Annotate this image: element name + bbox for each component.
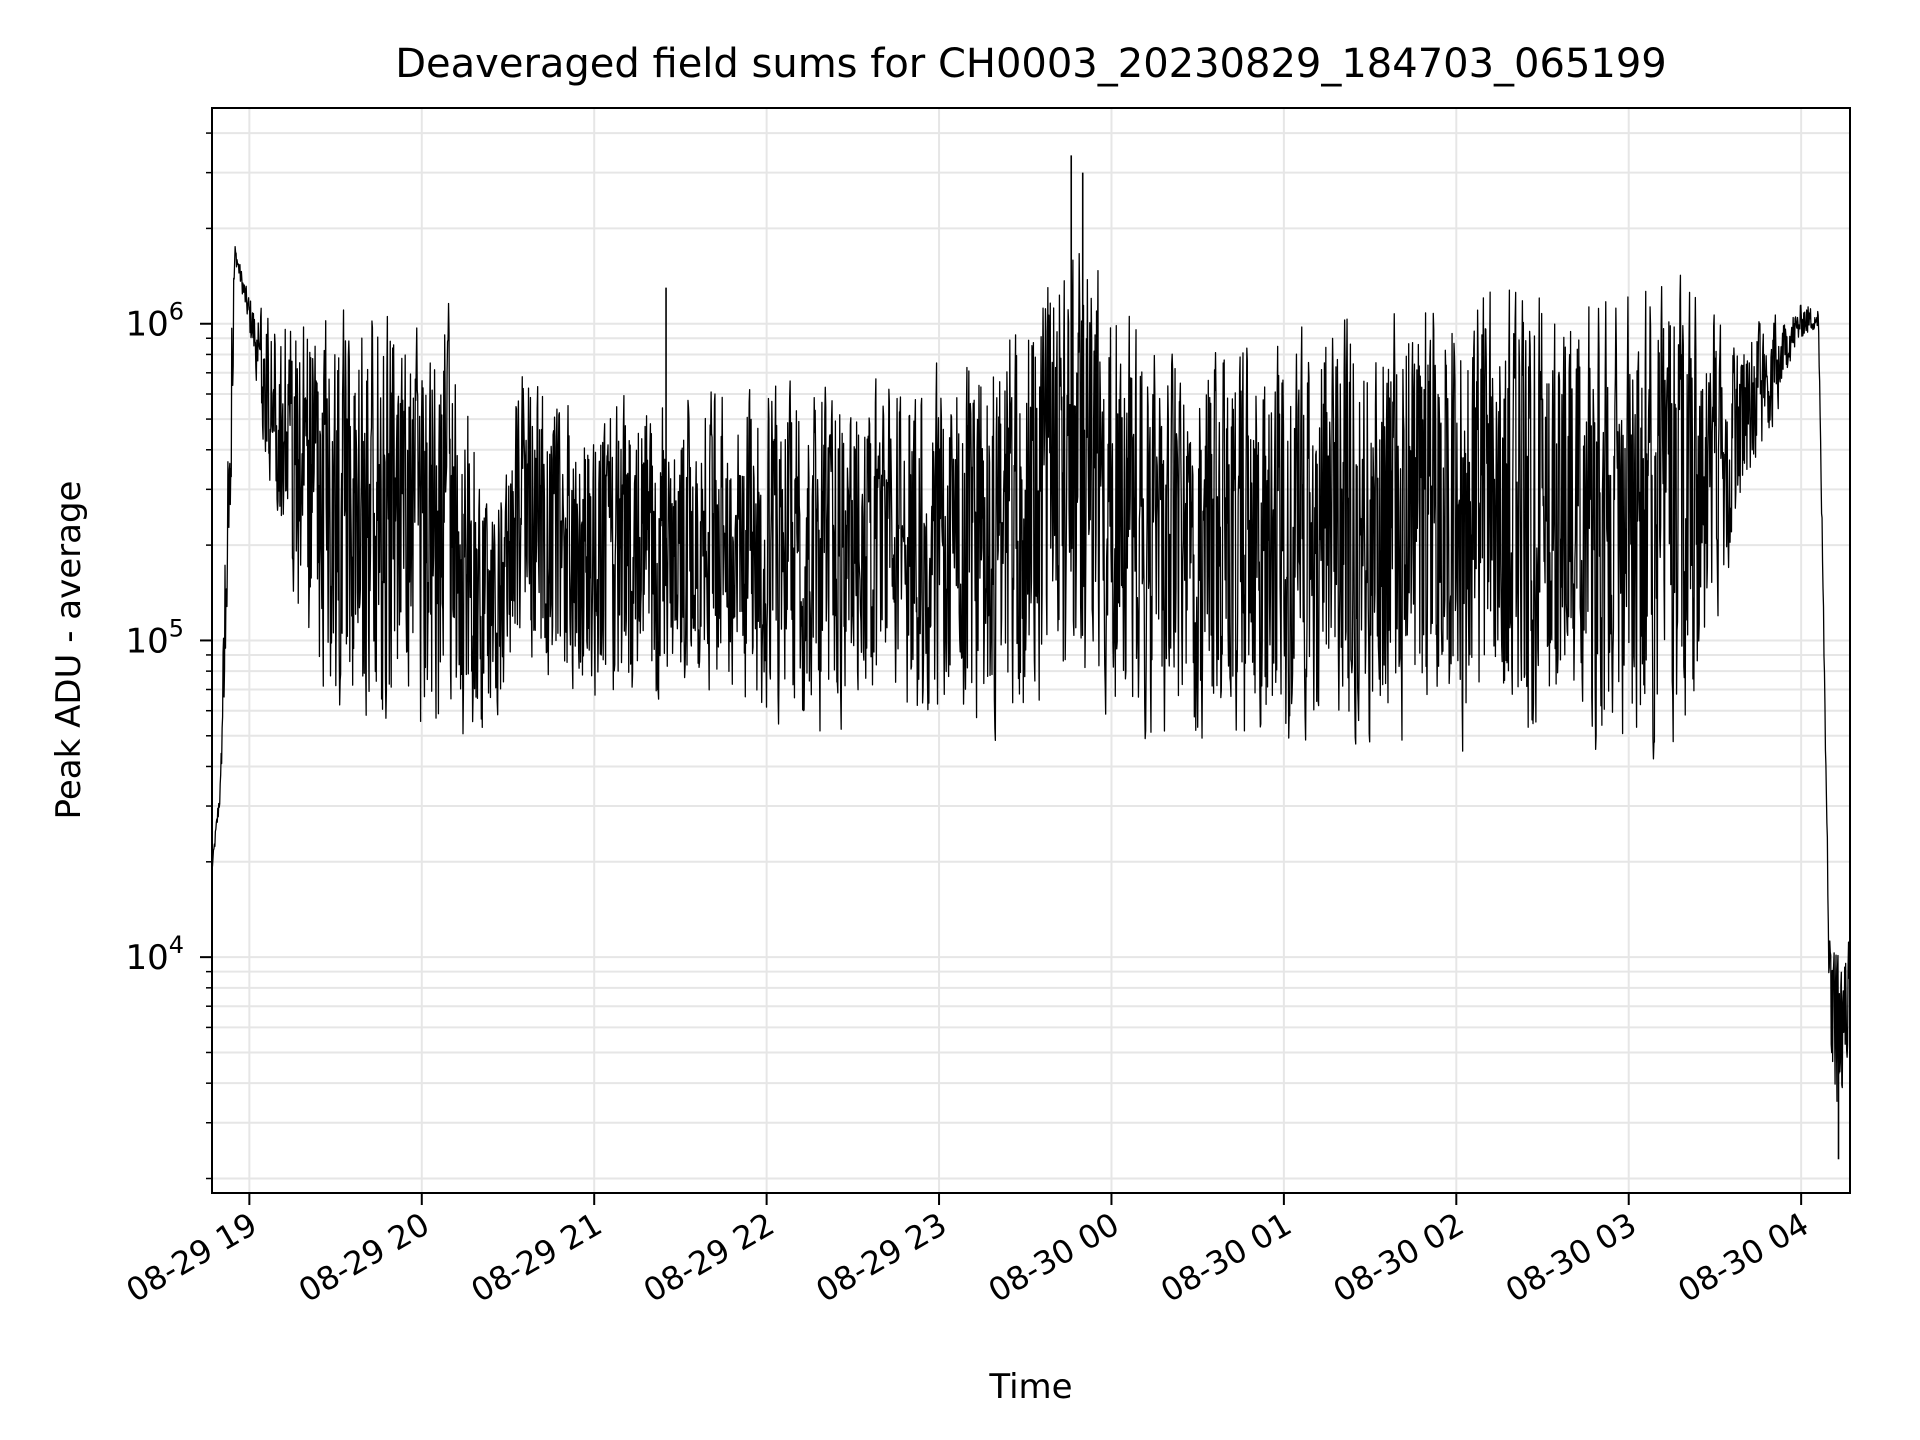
data-series [211, 155, 1851, 1160]
y-axis-ticks: 104 105 106 [125, 132, 212, 1180]
y-axis-label: Peak ADU - average [49, 481, 89, 820]
y-tick-label: 106 [125, 298, 184, 345]
x-axis-label: Time [988, 1367, 1072, 1407]
y-tick-label: 105 [125, 614, 184, 661]
y-tick-label: 104 [125, 931, 184, 978]
plot-frame [211, 107, 1851, 1194]
chart-title: Deaveraged field sums for CH0003_2023082… [395, 41, 1667, 87]
series-line [211, 245, 1851, 1102]
